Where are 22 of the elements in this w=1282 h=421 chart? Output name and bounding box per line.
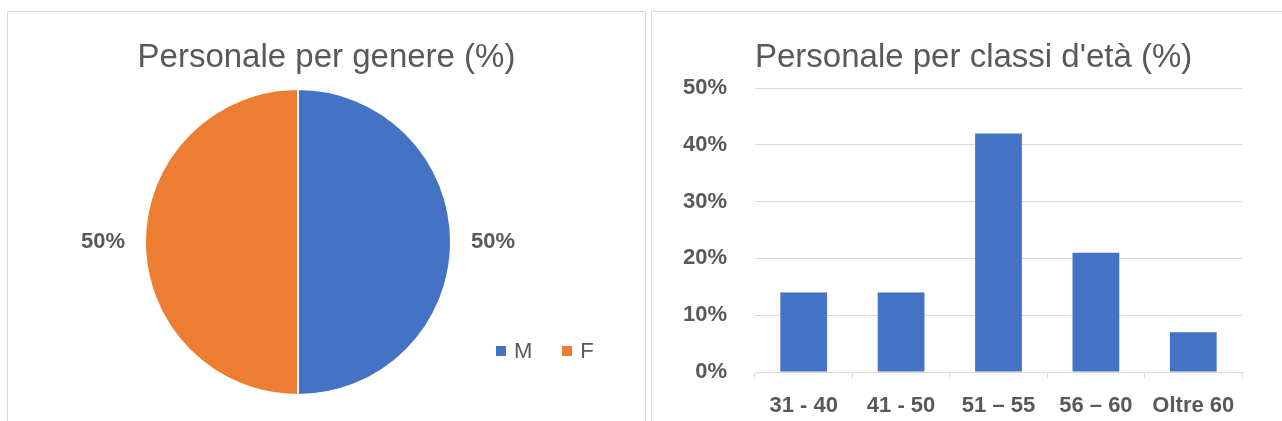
y-tick-label: 20% <box>682 244 727 270</box>
bar <box>1072 252 1120 372</box>
y-tick-label: 30% <box>682 187 727 213</box>
x-tick-label: Oltre 60 <box>1152 392 1235 418</box>
bar <box>1169 332 1217 372</box>
bar <box>975 133 1022 372</box>
x-tick-label: 56 – 60 <box>1059 392 1133 418</box>
data-label: 50% <box>80 228 126 254</box>
data-label: 50% <box>470 228 516 254</box>
y-tick-label: 50% <box>682 74 727 100</box>
x-tick-label: 51 – 55 <box>961 392 1036 418</box>
bar <box>877 292 925 372</box>
x-tick-label: 41 - 50 <box>866 392 936 418</box>
y-tick-label: 40% <box>682 130 727 156</box>
y-tick-label: 0% <box>695 358 727 384</box>
chart-title: Personale per classi d'età (%) <box>755 37 1193 74</box>
y-tick-label: 10% <box>682 301 727 327</box>
legend-label: M <box>514 338 533 363</box>
chart-title: Personale per genere (%) <box>136 37 517 74</box>
x-tick-label: 31 - 40 <box>769 392 838 418</box>
bar <box>780 292 828 372</box>
legend-label: F <box>580 338 594 363</box>
